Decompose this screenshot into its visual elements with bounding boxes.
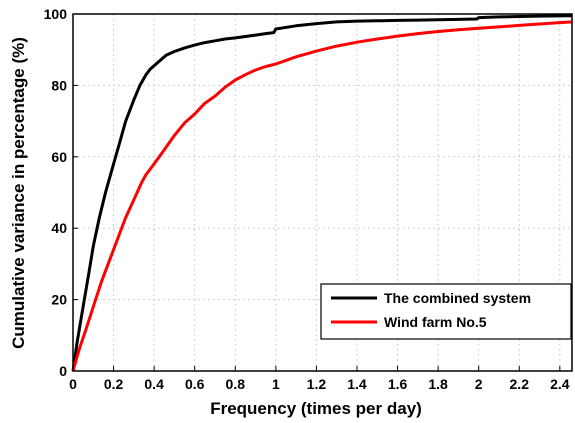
y-axis-label: Cumulative variance in percentage (%) [9, 37, 28, 349]
x-tick-label: 0.2 [104, 376, 124, 392]
x-tick-label: 0.8 [226, 376, 246, 392]
y-tick-label: 20 [51, 292, 67, 308]
x-tick-label: 2.4 [550, 376, 570, 392]
x-tick-label: 1.2 [307, 376, 327, 392]
y-tick-label: 0 [59, 363, 67, 379]
x-tick-label: 2 [475, 376, 483, 392]
legend-box [320, 283, 572, 340]
series-line-combined-system [71, 14, 573, 372]
series-line-wind-farm-no5 [71, 20, 573, 372]
x-axis-label: Frequency (times per day) [210, 399, 422, 418]
x-tick-label: 1.8 [428, 376, 448, 392]
series-lines [71, 14, 573, 372]
y-tick-label: 100 [44, 6, 68, 22]
y-tick-label: 80 [51, 77, 67, 93]
x-tick-label: 0 [69, 376, 77, 392]
x-tick-label: 1.4 [347, 376, 367, 392]
x-tick-label: 0.6 [185, 376, 205, 392]
x-tick-label: 2.2 [510, 376, 530, 392]
legend-label-wind-farm-no5: Wind farm No.5 [384, 314, 487, 330]
y-tick-label: 40 [51, 220, 67, 236]
plot-frame [72, 13, 573, 372]
axis-ticks: 0 0.2 0.4 0.6 0.8 1 1.2 1.4 1.6 1.8 2 2.2 2.4 0 20 40 60… [44, 6, 570, 392]
x-tick-label: 1 [272, 376, 280, 392]
y-tick-label: 60 [51, 149, 67, 165]
legend: The combined system Wind farm No.5 [320, 283, 572, 340]
x-tick-label: 1.6 [388, 376, 408, 392]
legend-label-combined-system: The combined system [384, 290, 531, 306]
x-tick-label: 0.4 [144, 376, 164, 392]
